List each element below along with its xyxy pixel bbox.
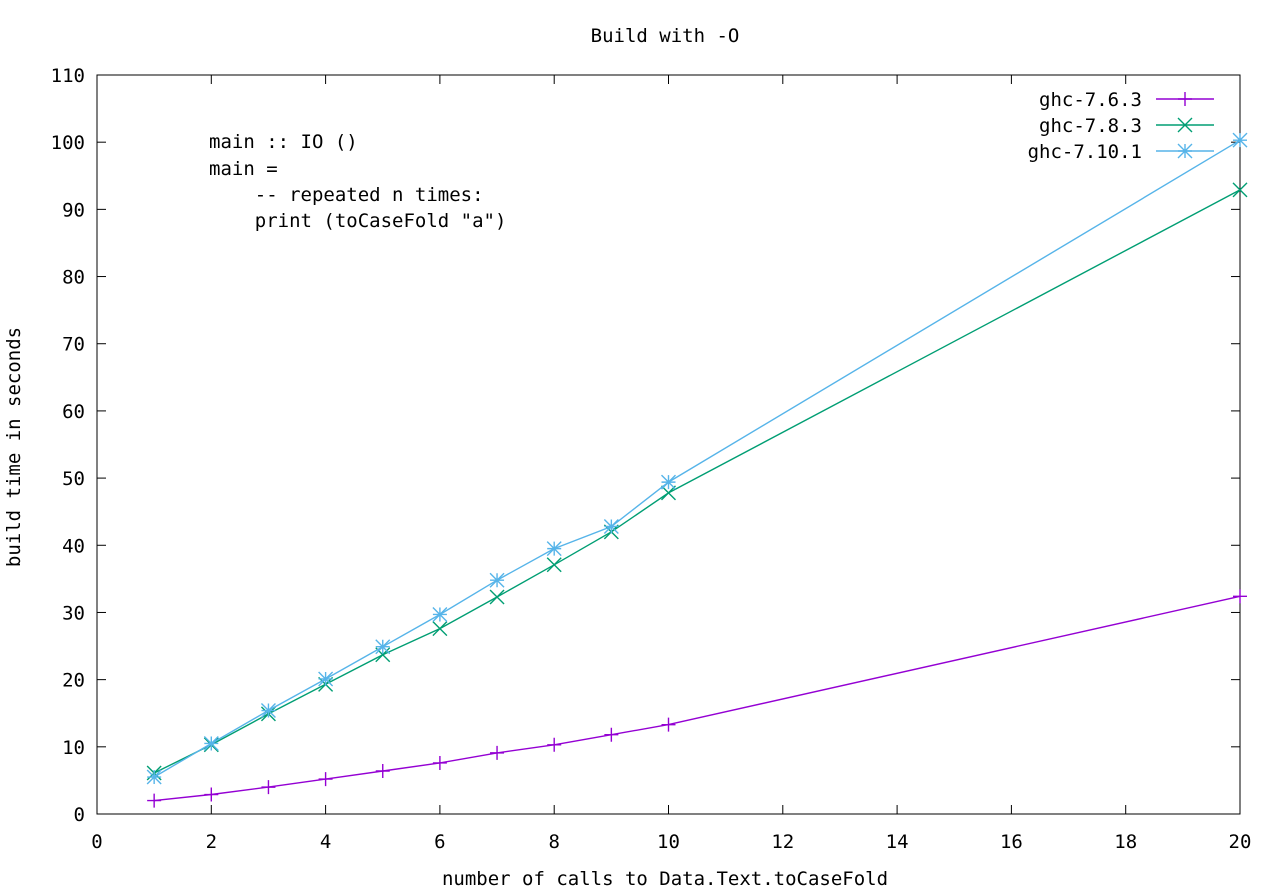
y-tick-label: 50 xyxy=(62,468,85,490)
x-tick-label: 14 xyxy=(886,831,909,853)
data-point xyxy=(661,717,676,732)
chart-title: Build with -O xyxy=(591,25,740,47)
data-point xyxy=(260,703,276,719)
annotation-line: main = xyxy=(209,158,278,180)
y-tick-label: 110 xyxy=(51,65,85,87)
legend-label: ghc-7.8.3 xyxy=(1039,115,1142,137)
data-point xyxy=(1232,132,1248,148)
series-ghc-7.10.1 xyxy=(146,132,1248,785)
y-tick-label: 20 xyxy=(62,670,85,692)
data-point xyxy=(603,518,619,534)
legend: ghc-7.6.3 ghc-7.8.3 ghc-7.10.1 xyxy=(1028,89,1214,163)
y-tick-label: 10 xyxy=(62,737,85,759)
data-point xyxy=(318,671,334,687)
y-tick-label: 0 xyxy=(74,804,85,826)
x-tick-label: 10 xyxy=(657,831,680,853)
data-point xyxy=(1177,117,1193,133)
data-point xyxy=(147,793,162,808)
legend-item: ghc-7.8.3 xyxy=(1039,115,1214,137)
data-point xyxy=(1177,143,1193,159)
y-tick-label: 70 xyxy=(62,334,85,356)
y-tick-label: 30 xyxy=(62,602,85,624)
annotation-line: -- repeated n times: xyxy=(209,184,484,206)
series-layer xyxy=(146,132,1248,808)
data-point xyxy=(490,745,505,760)
legend-label: ghc-7.6.3 xyxy=(1039,89,1142,111)
data-point xyxy=(146,769,162,785)
data-point xyxy=(489,589,505,605)
data-point xyxy=(432,606,448,622)
data-point xyxy=(661,474,676,490)
data-point xyxy=(489,572,505,588)
x-axis-label: number of calls to Data.Text.toCaseFold xyxy=(442,868,888,890)
x-tick-label: 16 xyxy=(1000,831,1023,853)
data-point xyxy=(375,764,390,779)
data-point xyxy=(1233,589,1247,604)
data-point xyxy=(546,557,562,573)
y-axis-label: build time in seconds xyxy=(3,327,25,567)
series-line xyxy=(153,189,1241,774)
series-line xyxy=(153,139,1241,778)
data-point xyxy=(204,787,219,802)
legend-label: ghc-7.10.1 xyxy=(1028,141,1142,163)
annotation-line: print (toCaseFold "a") xyxy=(209,210,506,232)
y-tick-label: 40 xyxy=(62,535,85,557)
x-tick-label: 18 xyxy=(1114,831,1137,853)
legend-item: ghc-7.10.1 xyxy=(1028,141,1214,163)
annotation-line: main :: IO () xyxy=(209,131,358,153)
x-tick-label: 0 xyxy=(91,831,102,853)
data-point xyxy=(261,780,276,795)
data-point xyxy=(546,541,562,557)
x-tick-label: 6 xyxy=(434,831,445,853)
series-line xyxy=(154,595,1241,802)
y-tick-label: 60 xyxy=(62,401,85,423)
data-point xyxy=(318,772,333,787)
x-tick-label: 4 xyxy=(320,831,331,853)
y-tick-label: 100 xyxy=(51,132,85,154)
data-point xyxy=(1232,182,1248,198)
data-point xyxy=(432,755,447,770)
data-point xyxy=(375,639,391,655)
y-tick-label: 90 xyxy=(62,199,85,221)
x-tick-label: 12 xyxy=(771,831,794,853)
axis-tick-labels: 0 10 20 30 40 50 60 70 80 90 100 110 0 2 4 6 8 10 12 14 16 18… xyxy=(51,65,1252,853)
series-ghc-7.6.3 xyxy=(147,589,1247,808)
data-point xyxy=(604,727,619,742)
legend-item: ghc-7.6.3 xyxy=(1039,89,1214,111)
data-point xyxy=(547,737,562,752)
data-point xyxy=(203,735,219,751)
data-point xyxy=(432,621,448,637)
series-ghc-7.8.3 xyxy=(146,182,1248,781)
x-tick-label: 20 xyxy=(1229,831,1252,853)
x-tick-label: 8 xyxy=(548,831,559,853)
code-annotation: main :: IO () main = -- repeated n times… xyxy=(209,131,506,232)
data-point xyxy=(661,485,676,501)
y-tick-label: 80 xyxy=(62,267,85,289)
data-point xyxy=(1178,92,1192,106)
x-tick-label: 2 xyxy=(206,831,217,853)
